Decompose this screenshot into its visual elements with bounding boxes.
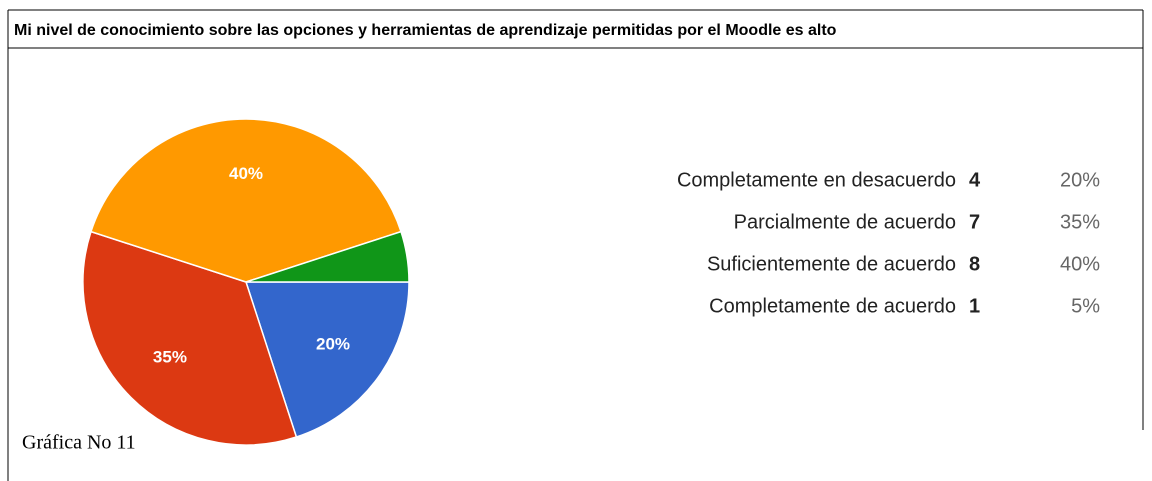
- legend-label: Completamente en desacuerdo: [677, 169, 956, 191]
- legend-count: 1: [969, 295, 980, 317]
- legend: Completamente en desacuerdo 4 20% Parcialme…: [677, 169, 1100, 317]
- legend-count: 4: [969, 169, 981, 191]
- slice-label: 35%: [153, 348, 187, 367]
- legend-percent: 40%: [1060, 253, 1100, 275]
- chart-title: Mi nivel de conocimiento sobre las opcio…: [14, 22, 837, 39]
- caption: Gráfica No 11: [22, 432, 136, 454]
- legend-percent: 20%: [1060, 169, 1100, 191]
- pie-slice: [245, 230, 410, 283]
- legend-percent: 5%: [1071, 295, 1100, 317]
- legend-label: Completamente de acuerdo: [709, 295, 956, 317]
- pie-slice: [90, 118, 402, 283]
- pie: 20% 35% 40%: [82, 118, 410, 446]
- slice-label: 40%: [229, 164, 263, 183]
- legend-percent: 35%: [1060, 211, 1100, 233]
- slice-label: 20%: [316, 335, 350, 354]
- legend-count: 7: [969, 211, 980, 233]
- legend-label: Parcialmente de acuerdo: [734, 211, 956, 233]
- legend-count: 8: [969, 253, 980, 275]
- legend-label: Suficientemente de acuerdo: [707, 253, 956, 275]
- pie-slice: [82, 230, 298, 446]
- pie-slice: [244, 281, 410, 438]
